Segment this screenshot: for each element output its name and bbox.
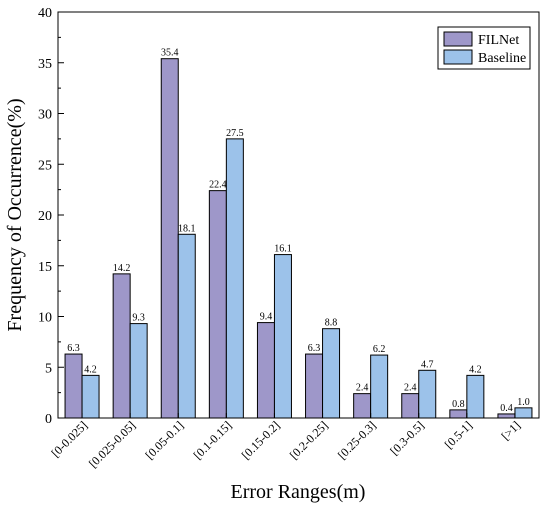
data-label-baseline: 4.7 (421, 359, 434, 370)
data-label-baseline: 27.5 (226, 128, 244, 139)
data-label-baseline: 8.8 (325, 318, 338, 329)
data-label-baseline: 1.0 (517, 397, 530, 408)
x-tick-label: [0.05-0.1] (143, 418, 187, 462)
y-tick-label: 10 (38, 311, 52, 326)
data-label-filnet: 22.4 (209, 180, 227, 191)
data-label-filnet: 6.3 (308, 343, 321, 354)
data-label-filnet: 35.4 (161, 48, 179, 59)
bar-filnet (497, 413, 516, 419)
y-tick-label: 20 (38, 209, 52, 224)
x-axis-title: Error Ranges(m) (231, 481, 366, 503)
x-tick-label: [0.25-0.3] (335, 418, 379, 462)
data-label-filnet: 14.2 (113, 263, 131, 274)
bar-filnet (256, 322, 275, 419)
data-label-baseline: 4.2 (84, 364, 97, 375)
data-label-baseline: 6.2 (373, 344, 386, 355)
bar-baseline (225, 138, 244, 419)
x-tick-label: [0-0.025] (48, 418, 90, 460)
data-label-baseline: 4.2 (469, 364, 482, 375)
ticks-group: 0 5 10 15 20 25 30 35 40 (38, 6, 516, 427)
bar-filnet (305, 353, 324, 419)
data-label-baseline: 18.1 (178, 223, 196, 234)
bar-baseline (273, 254, 292, 419)
data-label-filnet: 9.4 (260, 312, 273, 323)
x-tick-label: [0.025-0.05] (86, 418, 138, 470)
data-label-baseline: 9.3 (132, 313, 145, 324)
y-axis-title: Frequency of Occurrence(%) (4, 98, 26, 331)
x-tick-label: [0.15-0.2] (239, 418, 283, 462)
bar-filnet (449, 409, 468, 419)
bar-filnet (401, 393, 420, 419)
y-tick-label: 5 (45, 361, 52, 376)
legend: FILNet Baseline (437, 26, 531, 70)
bar-baseline (466, 374, 485, 419)
bar-baseline (177, 233, 196, 419)
legend-label-filnet: FILNet (478, 33, 519, 48)
data-label-filnet: 0.8 (452, 399, 465, 410)
y-tick-label: 0 (45, 412, 52, 427)
legend-label-baseline: Baseline (478, 51, 526, 66)
data-label-filnet: 6.3 (67, 343, 80, 354)
bar-baseline (129, 323, 148, 419)
y-tick-label: 40 (38, 6, 52, 21)
x-tick-label: [0.5-1] (442, 418, 475, 451)
bar-filnet (353, 393, 372, 419)
bar-baseline (514, 407, 533, 419)
y-tick-label: 15 (38, 260, 52, 275)
y-tick-label: 35 (38, 57, 52, 72)
legend-swatch-filnet (443, 31, 473, 47)
bar-baseline (370, 354, 389, 419)
x-tick-label: [0.2-0.25] (287, 418, 331, 462)
x-tick-label: [0.1-0.15] (191, 418, 235, 462)
data-label-filnet: 2.4 (404, 383, 417, 394)
bars-group (64, 58, 533, 419)
y-tick-label: 30 (38, 108, 52, 123)
bar-filnet (160, 58, 179, 419)
data-label-filnet: 0.4 (500, 403, 513, 414)
x-tick-label: [0.3-0.5] (387, 418, 427, 458)
x-tick-label: [>1] (498, 418, 523, 443)
bar-baseline (322, 328, 341, 419)
bar-baseline (418, 369, 437, 419)
bar-filnet (208, 190, 227, 419)
bar-filnet (112, 273, 131, 419)
data-label-baseline: 16.1 (274, 244, 292, 255)
bar-baseline (81, 374, 100, 419)
data-label-filnet: 2.4 (356, 383, 369, 394)
bar-filnet (64, 353, 83, 419)
legend-swatch-baseline (443, 49, 473, 65)
y-tick-label: 25 (38, 158, 52, 173)
